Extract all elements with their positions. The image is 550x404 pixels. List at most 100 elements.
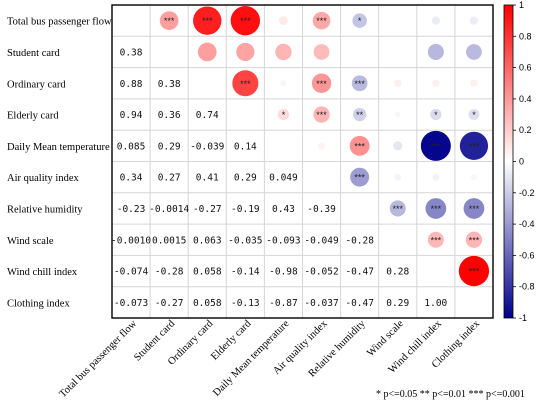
correlation-circle <box>318 142 325 150</box>
significance-stars: *** <box>316 16 327 26</box>
correlation-circle <box>353 107 367 122</box>
row-label: Wind scale <box>7 236 54 247</box>
correlation-circle <box>312 11 331 30</box>
correlation-circle <box>311 73 332 93</box>
correlation-label: -0.39 <box>307 204 336 215</box>
colorbar-tick-label: 0.2 <box>519 125 532 135</box>
correlation-label: -0.039 <box>190 141 225 152</box>
correlation-label: 0.058 <box>193 298 222 309</box>
colorbar-tick-label: 0.6 <box>519 63 532 73</box>
colorbar-tick-label: 1 <box>519 0 524 10</box>
significance-stars: *** <box>354 141 365 151</box>
correlation-label: -0.28 <box>345 235 374 246</box>
colorbar-tick-label: 0 <box>519 157 524 167</box>
correlation-label: 0.43 <box>272 204 295 215</box>
correlation-circle <box>427 43 444 60</box>
colorbar-gradient <box>503 4 514 319</box>
correlation-label: -0.0010 <box>111 235 151 246</box>
significance-stars: *** <box>431 235 442 245</box>
correlation-label: 0.29 <box>158 141 181 152</box>
correlation-label: 0.94 <box>120 110 143 121</box>
correlation-label: 1.00 <box>424 298 447 309</box>
correlation-label: 0.36 <box>158 110 181 121</box>
correlation-circle <box>469 16 479 25</box>
significance-legend: * p<=0.05 ** p<=0.01 *** p<=0.001 <box>376 389 525 400</box>
correlation-circle <box>432 173 440 181</box>
significance-stars: *** <box>392 204 403 214</box>
correlation-circle <box>232 70 259 97</box>
correlation-circle <box>425 198 447 219</box>
correlation-circle <box>280 80 287 87</box>
row-labels: Total bus passenger flow Student card Ordi… <box>7 17 112 310</box>
colorbar-tick-label: -0.8 <box>519 282 535 292</box>
correlation-label: 0.38 <box>158 79 181 90</box>
correlation-circle <box>393 141 403 151</box>
colorbar-tick-label: -0.2 <box>519 188 535 198</box>
row-label: Elderly card <box>7 111 59 122</box>
correlation-label: 0.41 <box>196 173 219 184</box>
correlation-circle <box>394 111 401 118</box>
significance-stars: * <box>358 16 362 26</box>
heatmap-grid <box>112 5 493 318</box>
correlation-label: -0.0014 <box>149 204 189 215</box>
correlation-label: -0.052 <box>304 267 338 278</box>
significance-stars: *** <box>354 79 365 89</box>
correlation-label: 0.063 <box>193 235 222 246</box>
correlation-label: -0.28 <box>155 267 184 278</box>
heatmap-frame <box>111 4 494 319</box>
significance-stars: * <box>472 110 476 120</box>
correlation-circle <box>350 167 370 187</box>
correlation-circle <box>430 108 442 121</box>
row-label: Relative humidity <box>7 204 83 215</box>
correlation-label: -0.074 <box>114 267 149 278</box>
colorbar: 1 0.8 0.6 0.4 0.2 0 -0.2 -0.4 -0.6 -0.8 -1 <box>503 0 535 323</box>
correlation-label: -0.13 <box>231 298 260 309</box>
column-label: Wind scale <box>365 318 406 359</box>
correlation-circle <box>193 6 222 35</box>
correlation-circle <box>432 79 440 87</box>
correlation-circle <box>463 198 485 219</box>
correlation-circle <box>279 16 288 26</box>
significance-stars: ** <box>356 110 364 120</box>
correlation-circle <box>471 174 477 181</box>
correlation-circle <box>465 231 483 248</box>
correlation-circle <box>275 43 292 61</box>
correlation-label: 0.0015 <box>152 235 186 246</box>
significance-stars: *** <box>316 110 327 120</box>
correlation-circle <box>396 50 399 54</box>
correlation-label: 0.34 <box>120 173 143 184</box>
significance-stars: *** <box>469 267 480 277</box>
correlation-circle <box>313 106 330 123</box>
significance-stars: *** <box>431 141 442 151</box>
row-label: Air quality index <box>7 173 79 184</box>
significance-stars: *** <box>240 79 251 89</box>
row-label: Student card <box>7 48 61 59</box>
correlation-label: -0.037 <box>304 298 338 309</box>
correlation-circle <box>313 44 330 60</box>
correlation-label: 0.29 <box>386 298 409 309</box>
correlation-circle <box>393 79 402 88</box>
correlation-label: -0.049 <box>304 235 339 246</box>
correlation-label: 0.88 <box>120 79 143 90</box>
correlation-label: 0.38 <box>120 47 143 58</box>
correlation-circle <box>470 79 478 87</box>
significance-stars: *** <box>240 16 251 26</box>
column-label: Daily Mean temperature <box>211 318 292 399</box>
colorbar-tick-label: -0.6 <box>519 250 535 260</box>
significance-stars: * <box>282 110 286 120</box>
correlation-label: -0.035 <box>228 235 262 246</box>
correlation-circle <box>394 173 402 181</box>
correlation-label: -0.27 <box>155 298 184 309</box>
correlation-circle <box>236 42 255 62</box>
correlation-circle <box>358 50 361 54</box>
significance-stars: *** <box>164 16 175 26</box>
row-label: Total bus passenger flow <box>7 17 112 28</box>
correlation-label: 0.27 <box>158 173 181 184</box>
correlation-label: 0.058 <box>193 267 222 278</box>
correlation-circle <box>466 44 482 60</box>
heatmap-cells: *** *** *** *** *0.380.88 0.38 *** *** ***0.94 0.… <box>111 5 490 309</box>
significance-stars: *** <box>354 173 365 183</box>
correlation-label: -0.47 <box>345 267 374 278</box>
